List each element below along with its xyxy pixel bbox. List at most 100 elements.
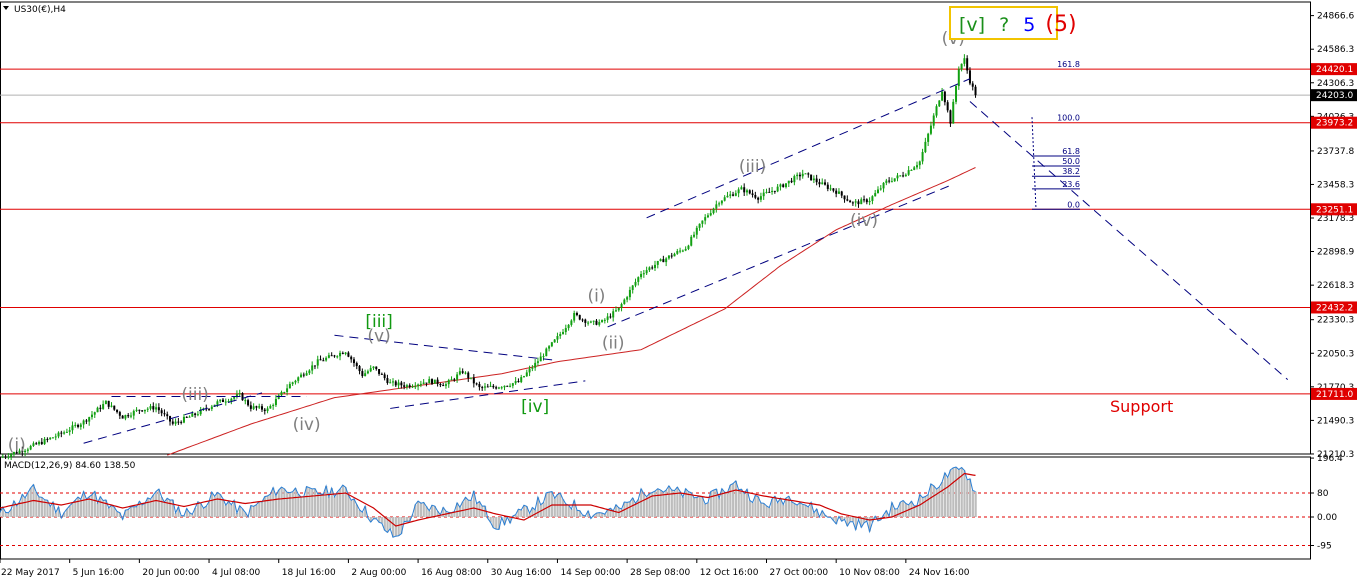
macd-histogram-bar [667,485,671,517]
candle-body [433,379,436,384]
candle-body [893,178,896,182]
macd-histogram-bar [935,489,938,517]
candle-body [676,250,679,254]
fibo-base-line[interactable] [1031,117,1037,210]
macd-histogram-bar [280,487,283,517]
macd-histogram-bar [927,494,930,517]
macd-histogram-bar [553,498,556,517]
candle-body [573,312,576,321]
macd-histogram-bar [701,497,704,517]
candle-body [88,417,91,422]
candle-body [10,454,13,457]
candle-body [486,386,489,388]
macd-histogram-bar [431,505,434,517]
candle-body [768,191,771,193]
macd-histogram-bar [405,517,409,522]
macd-histogram-bar [740,489,743,517]
trend-line[interactable] [646,78,971,219]
trend-line[interactable] [969,101,1289,381]
macd-histogram-bar [160,497,163,517]
macd-histogram-bar [336,492,339,517]
macd-histogram-bar [272,487,275,517]
candle-body [155,407,158,410]
trend-line[interactable] [607,183,954,328]
macd-histogram-bar [718,498,721,517]
macd-histogram-bar [54,512,57,517]
fibo-ratio-label: 38.2 [1062,167,1080,176]
macd-histogram-bar [4,512,7,517]
macd-histogram-bar [10,509,13,517]
candle-body [910,169,913,171]
trend-line[interactable] [390,380,586,409]
candle-body [180,421,183,423]
candle-body [581,319,584,321]
macd-histogram-bar [676,487,679,517]
candle-body [450,379,453,381]
macd-histogram-bar [943,472,947,517]
macd-title: MACD(12,26,9) 84.60 138.50 [4,461,136,471]
candle-body [843,195,846,200]
macd-histogram-bar [132,506,135,517]
candle-body [617,307,620,311]
candle-body [431,379,434,384]
macd-histogram-bar [782,504,785,517]
macd-histogram-bar [960,467,963,517]
fibo-ratio-label: 61.8 [1062,147,1080,156]
candle-body [174,421,177,424]
candle-body [272,405,275,407]
macd-histogram-bar [458,507,462,517]
candle-body [230,398,233,402]
macd-histogram-bar [587,510,590,517]
macd-histogram-bar [840,517,843,522]
candle-body [626,297,629,300]
macd-histogram-bar [545,492,548,517]
macd-histogram-bar [35,492,38,517]
macd-histogram-bar [166,498,169,517]
macd-histogram-bar [729,485,732,517]
candle-body [874,193,877,197]
price-tag-label: 21711.0 [1316,390,1353,400]
wave-label: (ii) [602,333,625,353]
macd-histogram-bar [489,517,492,523]
macd-histogram-bar [801,504,804,517]
candle-body [302,374,305,376]
candle-body [654,264,656,268]
candle-body [316,359,319,366]
fibo-ratio-label: 161.8 [1057,60,1080,69]
trend-line[interactable] [334,334,558,361]
macd-histogram-bar [665,490,668,517]
macd-histogram-bar [612,510,615,517]
macd-histogram-bar [185,508,188,517]
candle-body [612,311,615,318]
candle-body [258,406,261,408]
macd-histogram-bar [146,497,149,517]
candle-body [124,415,127,419]
candle-body [347,352,350,357]
price-tag [1311,116,1357,129]
candle-body [785,183,787,188]
macd-histogram-bar [798,502,802,517]
macd-histogram-bar [258,501,261,517]
candle-body [389,382,392,384]
macd-histogram-bar [765,505,768,517]
macd-histogram-bar [843,517,846,520]
candle-body [732,194,735,196]
macd-histogram-bar [509,517,512,524]
trend-line[interactable] [83,392,263,444]
macd-histogram-bar [556,494,559,517]
price-tag-label: 23973.2 [1316,119,1353,129]
symbol-dropdown-icon[interactable] [3,6,9,10]
candle-body [701,220,704,224]
candle-body [826,184,829,189]
candle-body [497,387,500,389]
candle-body [255,406,258,408]
candle-body [879,188,882,190]
candle-body [698,223,701,228]
macd-histogram-bar [815,508,818,517]
candle-body [578,315,581,320]
candle-body [793,176,796,183]
macd-histogram-bar [497,517,501,530]
x-tick-label: 22 May 2017 [1,568,60,578]
candle-body [684,248,687,251]
